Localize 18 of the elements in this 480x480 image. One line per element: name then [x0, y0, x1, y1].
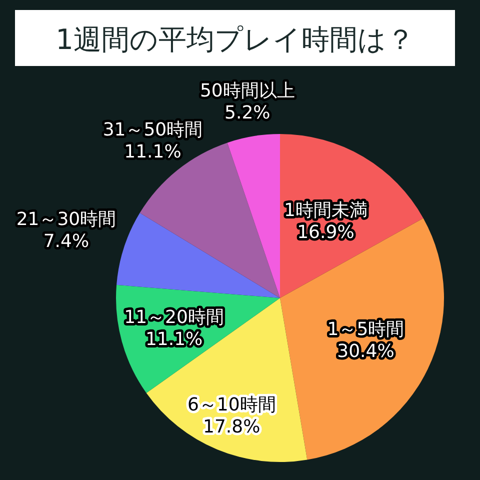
- pie-slice: [227, 134, 280, 298]
- data-label: 11.1%: [124, 141, 182, 162]
- pie-slice: [280, 218, 444, 460]
- slice-label: 21～30時間: [16, 208, 116, 230]
- data-label: 30.4%: [337, 341, 394, 362]
- pie-slice: [116, 212, 280, 298]
- slice-label: 1時間未満: [284, 200, 368, 222]
- data-label: 11.1%: [145, 329, 203, 350]
- data-label: 17.8%: [203, 416, 260, 438]
- slice-label: 6～10時間: [187, 394, 276, 416]
- slice-label: 31～50時間: [102, 119, 203, 140]
- data-label: 16.9%: [297, 222, 354, 244]
- chart-title: 1週間の平均プレイ時間は？: [56, 23, 414, 56]
- data-label: 5.2%: [224, 102, 270, 124]
- slice-label: 11～20時間: [124, 307, 224, 328]
- data-label: 7.4%: [43, 230, 90, 252]
- slice-label: 50時間以上: [200, 80, 295, 102]
- slice-label: 1～5時間: [327, 319, 404, 340]
